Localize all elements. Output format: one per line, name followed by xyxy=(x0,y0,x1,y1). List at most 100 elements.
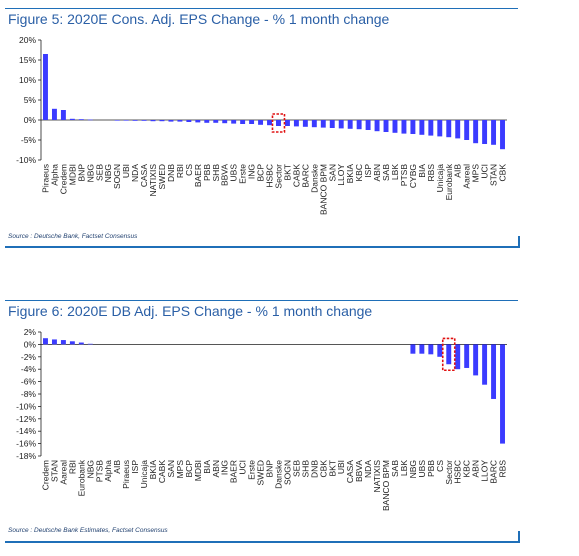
category-label: SOGN xyxy=(282,460,292,485)
category-label: AIB xyxy=(453,164,463,178)
category-label: LBK xyxy=(399,460,409,476)
category-label: SEB xyxy=(291,460,301,477)
category-label: NBG xyxy=(85,164,95,182)
category-label: CABK xyxy=(157,460,167,483)
category-label: Piraeus xyxy=(121,460,131,489)
bar xyxy=(87,343,93,345)
category-label: CASA xyxy=(139,164,149,187)
category-label: Alpha xyxy=(49,164,59,186)
figure-6: Figure 6: 2020E DB Adj. EPS Change - % 1… xyxy=(5,300,520,545)
bar xyxy=(437,344,443,357)
category-label: NBG xyxy=(85,460,95,478)
category-label: HSBC xyxy=(453,460,463,484)
bar xyxy=(428,344,434,355)
bar xyxy=(464,344,470,368)
category-label: RBI xyxy=(175,164,185,178)
bar xyxy=(338,120,344,129)
category-label: RBI xyxy=(67,460,77,474)
category-label: UBS xyxy=(417,460,427,478)
category-label: BBVA xyxy=(354,460,364,482)
y-tick-label: 5% xyxy=(24,95,37,105)
bar xyxy=(51,339,57,345)
category-label: MDBI xyxy=(67,164,77,185)
category-label: SAN xyxy=(327,164,337,181)
category-label: STAN xyxy=(489,164,499,186)
y-tick-label: -18% xyxy=(16,451,36,461)
figure-5-title: Figure 5: 2020E Cons. Adj. EPS Change - … xyxy=(8,11,390,27)
bar xyxy=(419,120,425,135)
bar xyxy=(329,120,335,128)
category-label: BNP xyxy=(76,164,86,182)
category-label: DNB xyxy=(166,164,176,182)
category-label: DNB xyxy=(309,460,319,478)
figure-5-chart: 20% 15% 10% 5% 0% -5% -10% Piraeus Alpha Credem MD… xyxy=(5,34,518,234)
figure-6-source: Source : Deutsche Bank Estimates, Factse… xyxy=(8,527,168,534)
category-label: NBG xyxy=(408,460,418,478)
category-label: Credem xyxy=(40,460,50,490)
category-label: BNP xyxy=(265,460,275,478)
category-label: LBK xyxy=(390,164,400,180)
bar xyxy=(365,120,371,130)
category-label: CBK xyxy=(498,164,508,182)
bar xyxy=(491,120,497,145)
bar xyxy=(177,120,183,122)
sector-highlight-box xyxy=(271,113,286,133)
bar xyxy=(51,108,57,120)
category-label: SAB xyxy=(381,164,391,181)
category-label: Piraeus xyxy=(40,164,50,193)
bar xyxy=(401,120,407,134)
category-label: BIA xyxy=(202,460,212,474)
bar xyxy=(213,120,219,123)
category-label: UBI xyxy=(121,164,131,178)
category-label: CYBG xyxy=(408,164,418,188)
category-label: SWED xyxy=(157,164,167,190)
category-label: NATIXIS xyxy=(372,460,382,493)
y-tick-label: 20% xyxy=(19,35,36,45)
category-label: SAB xyxy=(390,460,400,477)
bar xyxy=(43,54,48,120)
bar xyxy=(195,120,201,123)
bar xyxy=(392,120,398,133)
bar xyxy=(284,120,290,126)
category-label: ABN xyxy=(471,460,481,477)
category-label: MDBI xyxy=(193,460,203,481)
bar xyxy=(455,120,461,139)
figure-5: Figure 5: 2020E Cons. Adj. EPS Change - … xyxy=(5,8,520,250)
figure-5-bottom-rule xyxy=(5,234,520,248)
y-tick-label: 2% xyxy=(24,327,37,337)
bar xyxy=(60,110,66,120)
bar xyxy=(473,120,479,144)
category-label: UCI xyxy=(480,164,490,179)
category-label: SEB xyxy=(94,164,104,181)
y-tick-label: 10% xyxy=(19,75,36,85)
category-label: CASA xyxy=(345,460,355,483)
y-tick-label: -10% xyxy=(16,401,36,411)
category-label: ABN xyxy=(211,460,221,477)
bar xyxy=(240,120,246,124)
category-label: UCI xyxy=(238,460,248,475)
category-label: Erste xyxy=(247,460,257,480)
category-label: BIA xyxy=(417,164,427,178)
bar xyxy=(258,120,264,125)
bar xyxy=(410,120,416,134)
category-label: Sector xyxy=(273,164,283,189)
bar xyxy=(159,120,165,122)
bar xyxy=(168,120,174,122)
category-label: NDA xyxy=(130,164,140,182)
category-label: CS xyxy=(435,460,445,472)
category-label: Alpha xyxy=(103,460,113,482)
category-label: ISP xyxy=(130,460,140,474)
bar xyxy=(446,120,452,138)
bar xyxy=(249,120,255,124)
bar xyxy=(150,120,156,122)
y-tick-label: -14% xyxy=(16,426,36,436)
bar xyxy=(356,120,362,130)
category-label: MPS xyxy=(175,460,185,479)
category-label: BKT xyxy=(327,460,337,477)
bar xyxy=(410,344,416,354)
category-label: PBB xyxy=(202,164,212,181)
bar xyxy=(186,120,192,122)
bar xyxy=(482,344,488,385)
figure-6-bottom-rule xyxy=(5,529,520,543)
category-label: KBC xyxy=(354,164,364,181)
